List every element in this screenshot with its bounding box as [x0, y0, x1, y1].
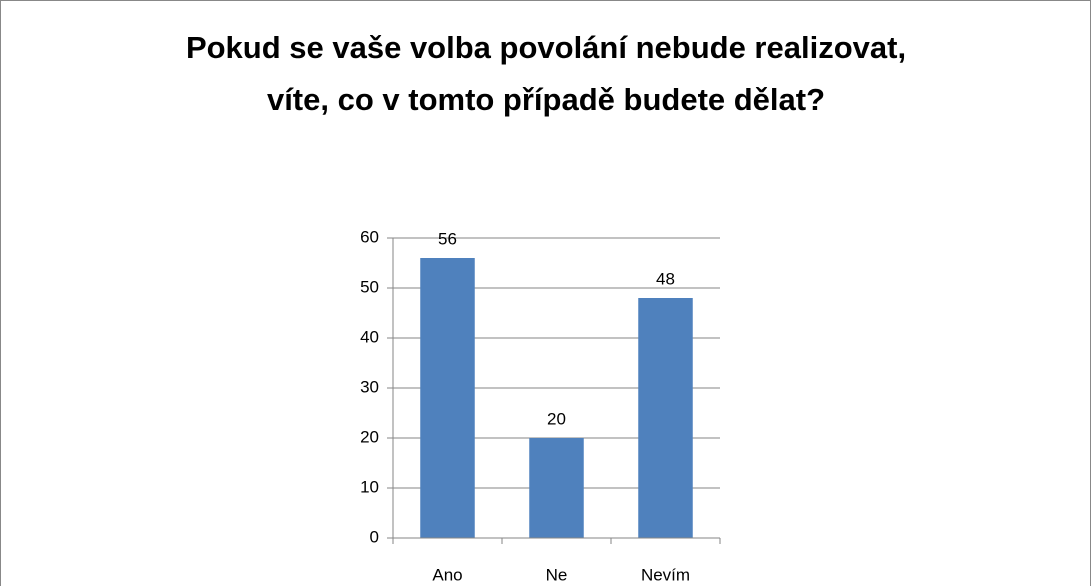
- data-label: 48: [656, 269, 675, 288]
- x-tick-label: Ano: [432, 565, 462, 584]
- data-label: 56: [438, 229, 457, 248]
- y-tick-label: 50: [360, 277, 379, 296]
- y-tick-label: 0: [370, 527, 379, 546]
- x-tick-label: Nevím: [641, 565, 690, 584]
- bar: [420, 258, 475, 538]
- x-tick-label: Ne: [546, 565, 568, 584]
- bar: [638, 298, 693, 538]
- y-tick-label: 20: [360, 427, 379, 446]
- y-tick-label: 10: [360, 477, 379, 496]
- y-tick-label: 40: [360, 327, 379, 346]
- bar: [529, 438, 584, 538]
- data-label: 20: [547, 409, 566, 428]
- chart-title: víte, co v tomto případě budete dělat?: [267, 82, 825, 117]
- y-tick-label: 60: [360, 227, 379, 246]
- y-tick-label: 30: [360, 377, 379, 396]
- chart-title: Pokud se vaše volba povolání nebude real…: [186, 30, 906, 65]
